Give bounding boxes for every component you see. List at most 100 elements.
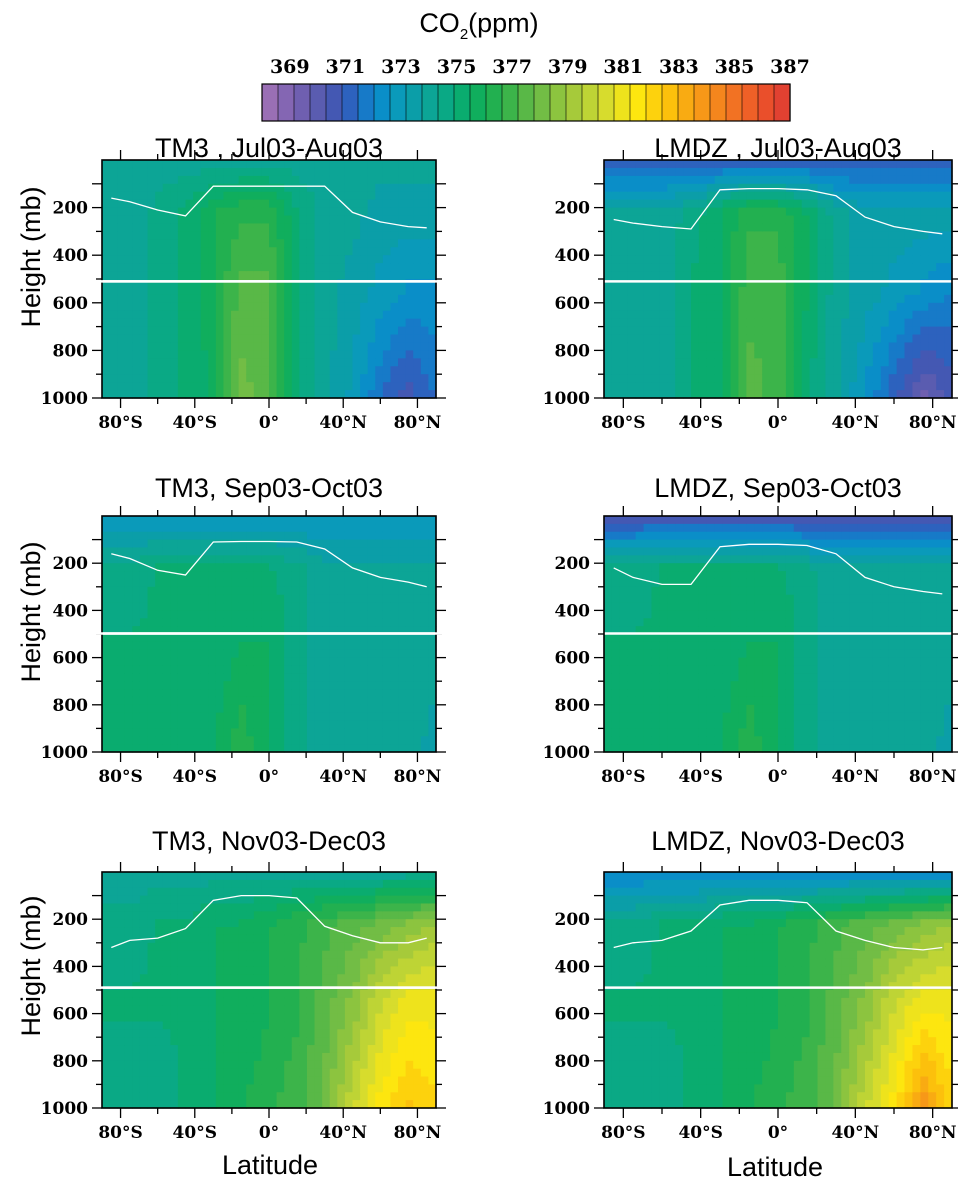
heatmap-cell — [651, 223, 660, 232]
heatmap-cell — [314, 207, 323, 217]
heatmap-cell — [147, 618, 156, 627]
heatmap-cell — [872, 183, 882, 193]
heatmap-cell — [754, 382, 763, 391]
heatmap-cell — [754, 263, 763, 272]
heatmap-cell — [246, 602, 255, 611]
heatmap-cell — [246, 326, 255, 336]
heatmap-cell — [698, 366, 708, 375]
heatmap-cell — [817, 207, 827, 217]
heatmap-cell — [329, 207, 338, 217]
heatmap-cell — [627, 263, 637, 272]
heatmap-cell — [306, 191, 316, 201]
heatmap-cell — [208, 665, 217, 674]
heatmap-cell — [722, 239, 732, 248]
heatmap-cell — [360, 215, 369, 225]
heatmap-cell — [754, 334, 763, 344]
heatmap-cell — [139, 555, 149, 564]
heatmap-cell — [920, 255, 929, 264]
heatmap-cell — [896, 326, 906, 336]
heatmap-cell — [246, 649, 255, 659]
heatmap-cell — [109, 696, 118, 706]
heatmap-cell — [375, 366, 384, 375]
heatmap-cell — [817, 531, 827, 541]
heatmap-cell — [793, 326, 803, 336]
heatmap-cell — [337, 374, 346, 383]
heatmap-cell — [155, 618, 164, 627]
heatmap-cell — [132, 183, 141, 193]
heatmap-cell — [420, 183, 430, 193]
heatmap-cell — [193, 555, 202, 564]
heatmap-cell — [706, 255, 716, 264]
heatmap-cell — [420, 310, 430, 320]
heatmap-cell — [132, 310, 141, 320]
heatmap-cell — [139, 649, 149, 659]
heatmap-cell — [155, 302, 164, 312]
heatmap-cell — [238, 704, 247, 714]
heatmap-cell — [147, 350, 156, 359]
heatmap-cell — [139, 665, 149, 674]
heatmap-cell — [722, 744, 732, 753]
heatmap-cell — [208, 594, 217, 604]
heatmap-cell — [746, 175, 755, 185]
heatmap-cell — [390, 271, 399, 280]
heatmap-cell — [390, 294, 399, 304]
heatmap-cell — [253, 665, 263, 674]
heatmap-cell — [170, 728, 179, 737]
heatmap-cell — [888, 167, 898, 177]
heatmap-cell — [405, 665, 414, 674]
heatmap-cell — [604, 342, 613, 351]
heatmap-cell — [730, 263, 740, 272]
heatmap-cell — [306, 626, 316, 635]
heatmap-cell — [170, 302, 179, 312]
heatmap-cell — [398, 231, 407, 240]
heatmap-cell — [730, 728, 740, 737]
heatmap-cell — [299, 191, 308, 201]
heatmap-cell — [139, 390, 149, 399]
heatmap-cell — [413, 263, 422, 272]
heatmap-cell — [344, 728, 354, 737]
heatmap-cell — [193, 167, 202, 177]
heatmap-cell — [291, 618, 300, 627]
heatmap-cell — [762, 555, 771, 564]
colorbar-swatch — [277, 83, 295, 122]
heatmap-cell — [200, 704, 209, 714]
heatmap-cell — [223, 618, 232, 627]
heatmap-cell — [635, 334, 645, 344]
heatmap-cell — [398, 657, 407, 667]
heatmap-cell — [139, 271, 149, 280]
heatmap-cell — [714, 271, 724, 280]
heatmap-cell — [132, 271, 141, 280]
heatmap-cell — [683, 175, 692, 185]
heatmap-cell — [714, 657, 724, 667]
heatmap-cell — [147, 594, 156, 604]
heatmap-cell — [253, 302, 263, 312]
heatmap-cell — [722, 547, 732, 556]
heatmap-cell — [314, 183, 323, 193]
heatmap-cell — [231, 247, 240, 256]
heatmap-cell — [177, 641, 187, 651]
colorbar-swatch — [645, 83, 663, 122]
heatmap-cell — [337, 712, 346, 722]
heatmap-cell — [420, 191, 430, 201]
heatmap-cell — [193, 516, 202, 525]
heatmap-cell — [139, 586, 149, 596]
heatmap-cell — [880, 263, 890, 272]
heatmap-cell — [420, 641, 430, 651]
heatmap-cell — [809, 342, 819, 351]
heatmap-cell — [238, 231, 247, 240]
heatmap-cell — [706, 571, 716, 580]
heatmap-cell — [284, 342, 293, 351]
heatmap-cell — [193, 547, 202, 556]
heatmap-cell — [849, 271, 858, 280]
heatmap-cell — [754, 744, 763, 753]
heatmap-cell — [246, 366, 255, 375]
heatmap-cell — [170, 271, 179, 280]
heatmap-cell — [413, 696, 422, 706]
heatmap-cell — [390, 610, 399, 619]
y-tick-label: 200 — [53, 199, 89, 219]
heatmap-cell — [344, 294, 354, 304]
heatmap-cell — [390, 641, 399, 651]
heatmap-cell — [801, 602, 811, 611]
heatmap-cell — [360, 279, 369, 288]
